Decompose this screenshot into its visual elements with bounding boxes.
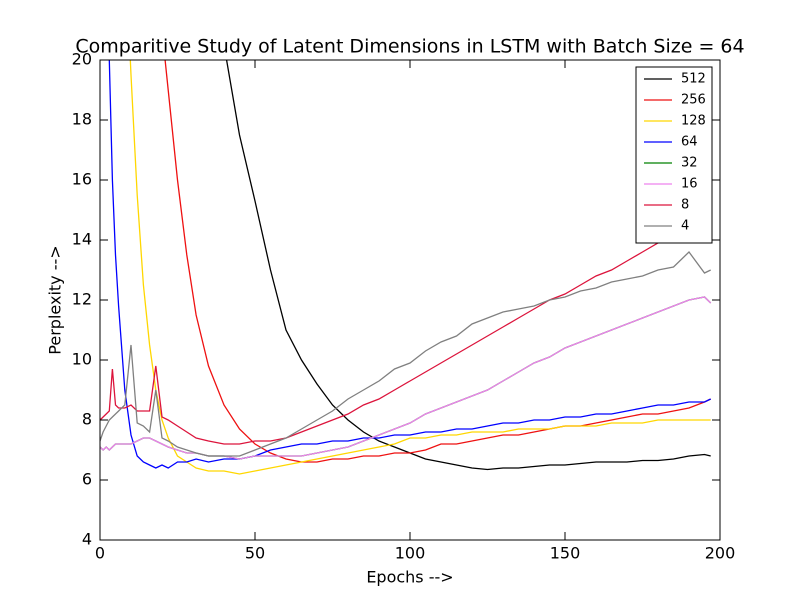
y-tick-label: 18 bbox=[72, 110, 92, 129]
series-line bbox=[108, 60, 711, 469]
plot-area bbox=[100, 60, 712, 475]
legend-label: 512 bbox=[681, 72, 706, 87]
legend-box bbox=[635, 66, 713, 244]
series-line bbox=[100, 296, 712, 460]
series-line bbox=[100, 251, 711, 457]
series-line bbox=[164, 60, 711, 463]
legend-label: 4 bbox=[681, 219, 689, 234]
legend-label: 16 bbox=[681, 177, 698, 192]
y-tick-label: 6 bbox=[82, 470, 92, 489]
series-line bbox=[100, 218, 711, 445]
y-tick-label: 16 bbox=[72, 170, 92, 189]
x-tick-label: 200 bbox=[705, 544, 736, 563]
y-tick-label: 4 bbox=[82, 530, 92, 549]
y-axis-label: Perplexity --> bbox=[46, 245, 65, 354]
y-tick-label: 20 bbox=[72, 50, 92, 69]
x-axis-label: Epochs --> bbox=[366, 568, 453, 587]
legend-label: 32 bbox=[681, 156, 698, 171]
chart-title: Comparitive Study of Latent Dimensions i… bbox=[75, 36, 744, 58]
legend-label: 256 bbox=[681, 93, 706, 108]
x-tick-label: 0 bbox=[95, 544, 105, 563]
x-tick-label: 100 bbox=[395, 544, 426, 563]
y-tick-label: 12 bbox=[72, 290, 92, 309]
series-line bbox=[225, 60, 711, 471]
legend-label: 64 bbox=[681, 135, 698, 150]
legend: 512 256 128 64 32 16 8 4 bbox=[635, 66, 713, 244]
legend-label: 8 bbox=[681, 198, 689, 213]
y-tick-label: 8 bbox=[82, 410, 92, 429]
y-tick-label: 10 bbox=[72, 350, 92, 369]
y-tick-label: 14 bbox=[72, 230, 92, 249]
series-line bbox=[129, 60, 711, 475]
x-tick-label: 50 bbox=[245, 544, 265, 563]
legend-label: 128 bbox=[681, 114, 706, 129]
x-tick-label: 150 bbox=[550, 544, 581, 563]
